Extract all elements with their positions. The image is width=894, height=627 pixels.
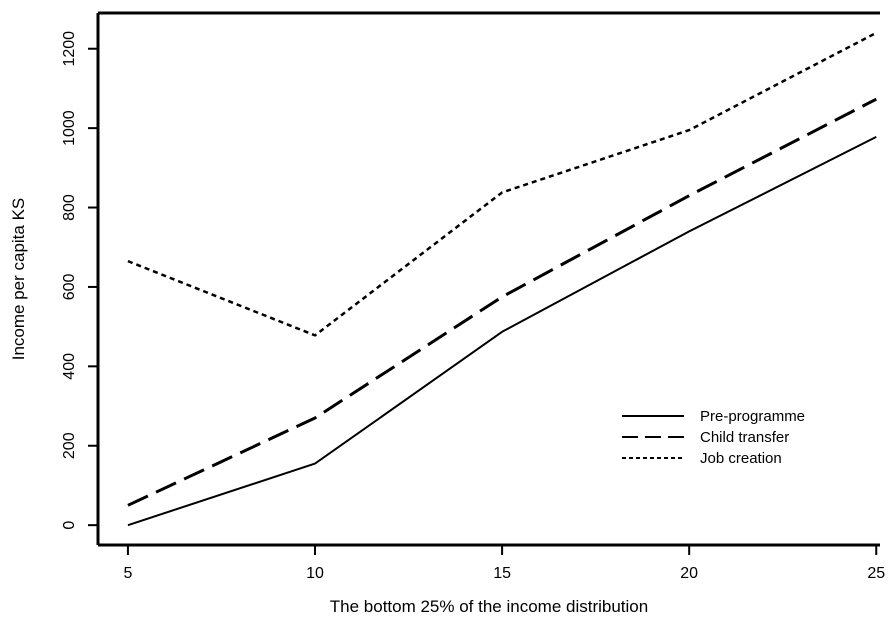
series-lines <box>127 31 877 527</box>
x-tick-label: 20 <box>680 565 698 582</box>
series-line-2 <box>127 97 877 507</box>
y-tick-label: 1200 <box>61 31 78 67</box>
y-tick-label: 800 <box>61 194 78 221</box>
x-tick-label: 25 <box>867 565 885 582</box>
y-axis-title: Income per capita KS <box>9 198 28 361</box>
y-tick-label: 1000 <box>61 110 78 146</box>
y-tick-label: 0 <box>61 521 78 530</box>
legend-label: Child transfer <box>700 429 789 446</box>
axes: 5 10 15 20 25 0 200 400 600 800 1000 1200 <box>61 11 885 582</box>
x-axis-title: The bottom 25% of the income distributio… <box>330 597 648 616</box>
series-line-3 <box>127 31 877 337</box>
x-tick-label: 10 <box>306 565 324 582</box>
legend-label: Pre-programme <box>700 408 805 425</box>
x-tick-label: 15 <box>493 565 511 582</box>
y-tick-label: 200 <box>61 432 78 459</box>
x-tick-label: 5 <box>123 565 132 582</box>
legend: Pre-programme Child transfer Job creation <box>622 408 805 467</box>
legend-label: Job creation <box>700 450 782 467</box>
y-tick-label: 400 <box>61 353 78 380</box>
series-line-1 <box>127 135 877 527</box>
y-tick-label: 600 <box>61 273 78 300</box>
